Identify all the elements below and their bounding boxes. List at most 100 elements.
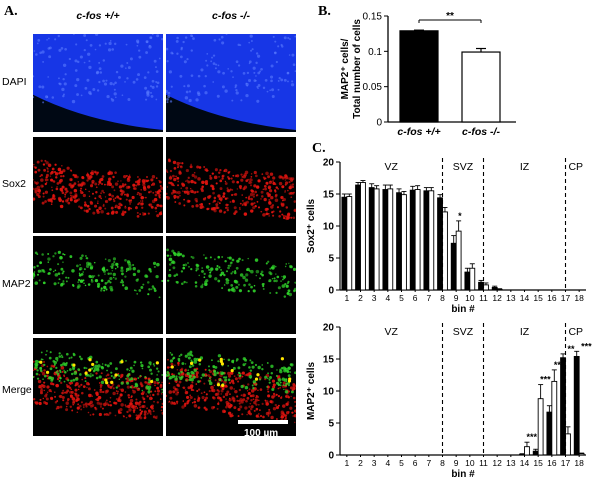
sox2-region-label: SVZ (453, 161, 474, 173)
sox2-bar (341, 196, 348, 291)
sox2-x-tick-label: 10 (465, 293, 475, 303)
sox2-bar (368, 187, 375, 291)
panel-b-label: B. (318, 4, 331, 19)
sox2-x-tick-label: 6 (413, 293, 418, 303)
bar-0 (399, 30, 439, 123)
y-axis-label-line: MAP2⁺ cells/ (340, 38, 351, 99)
map2-bar (560, 357, 566, 456)
sox2-x-tick-label: 11 (479, 293, 488, 303)
column-header-knockout: c-fos -/- (212, 10, 250, 22)
micrograph-map2-knockout (166, 236, 296, 334)
map2-x-tick-label: 10 (465, 458, 475, 468)
sox2-x-tick-label: 4 (385, 293, 390, 303)
map2-x-tick-label: 12 (492, 458, 502, 468)
sox2-x-tick-label: 7 (426, 293, 431, 303)
map2-y-tick-label: 0 (328, 451, 334, 462)
map2-region-label: SVZ (453, 326, 474, 338)
sox2-x-tick-label: 18 (574, 293, 584, 303)
map2-x-tick-label: 5 (399, 458, 404, 468)
sox2-x-tick-label: 8 (440, 293, 445, 303)
map2-region-label: IZ (520, 326, 530, 338)
sox2-bar (496, 288, 503, 291)
x-tick-label: c-fos -/- (462, 126, 500, 138)
sox2-bar (437, 197, 443, 291)
map2-significance-label: ** (554, 360, 562, 370)
scale-bar-label: 100 µm (244, 428, 279, 439)
sox2-y-tick-label: 10 (323, 222, 335, 233)
map2-x-tick-label: 6 (413, 458, 418, 468)
panel-c-label: C. (312, 141, 326, 156)
sox2-bar (469, 267, 476, 291)
sox2-x-axis-label: bin # (451, 304, 475, 315)
sox2-bar (373, 188, 380, 291)
y-axis-label: MAP2⁺ cells/Total number of cells (340, 19, 363, 119)
row-label-map2: MAP2 (2, 278, 31, 290)
sox2-bar (423, 190, 430, 291)
map2-bar (524, 446, 530, 456)
micrograph-dapi-wildtype (33, 34, 163, 132)
sox2-bar (387, 188, 394, 291)
map2-region-label: VZ (385, 326, 399, 338)
sox2-bar (491, 286, 498, 291)
scale-bar (238, 420, 288, 424)
sox2-bar (355, 184, 361, 291)
map2-significance-label: *** (527, 432, 538, 442)
micrograph-sox2-knockout (166, 137, 296, 233)
sox2-x-tick-label: 17 (561, 293, 571, 303)
sox2-bar (396, 192, 402, 291)
sox2-x-tick-label: 12 (492, 293, 502, 303)
sox2-x-tick-label: 9 (454, 293, 459, 303)
map2-x-tick-label: 7 (426, 458, 431, 468)
map2-significance-label: *** (581, 341, 592, 351)
row-label-sox2: Sox2 (2, 178, 26, 190)
map2-bar (532, 450, 539, 456)
sox2-x-tick-label: 15 (533, 293, 543, 303)
sox2-bar (360, 182, 366, 291)
micrograph-map2-wildtype (33, 236, 163, 334)
sox2-bar (346, 196, 353, 291)
sox2-x-tick-label: 13 (506, 293, 516, 303)
map2-x-tick-label: 17 (561, 458, 571, 468)
map2-y-tick-label: 15 (323, 355, 335, 366)
map2-x-tick-label: 3 (372, 458, 377, 468)
sox2-region-label: CP (568, 161, 583, 173)
map2-bar (537, 398, 544, 456)
y-tick-label: 0.1 (368, 47, 382, 58)
map2-bar (573, 355, 580, 456)
map2-x-tick-label: 16 (547, 458, 557, 468)
sox2-bar (455, 230, 462, 291)
sox2-x-tick-label: 3 (372, 293, 377, 303)
x-tick-label: c-fos +/+ (397, 126, 440, 138)
chart-b: 0 0.05 0.1 0.15 c-fos +/+ c-fos -/- ** MAP2⁺ ce… (340, 11, 516, 138)
sox2-bar (414, 189, 421, 291)
sox2-region-label: IZ (520, 161, 530, 173)
bar-1 (461, 51, 501, 123)
map2-region-label: CP (568, 326, 583, 338)
map2-bar (565, 433, 571, 456)
y-tick-label: 0.05 (363, 82, 383, 93)
micrograph-dapi-knockout (166, 34, 296, 132)
map2-y-tick-label: 5 (328, 419, 334, 430)
map2-bar (578, 453, 585, 456)
map2-x-tick-label: 15 (533, 458, 543, 468)
sox2-x-tick-label: 2 (358, 293, 363, 303)
micrograph-sox2-wildtype (33, 137, 163, 233)
sox2-region-label: VZ (385, 161, 399, 173)
sox2-x-tick-label: 5 (399, 293, 404, 303)
y-axis-label-line: Total number of cells (352, 19, 363, 119)
map2-bar (546, 411, 553, 456)
sox2-x-tick-label: 16 (547, 293, 557, 303)
sox2-significance-label: * (458, 211, 462, 221)
row-label-merge: Merge (2, 384, 32, 396)
sox2-bar (401, 194, 407, 291)
map2-bar (519, 453, 525, 456)
y-tick-label: 0 (376, 118, 382, 129)
map2-x-tick-label: 18 (574, 458, 584, 468)
map2-significance-label: ** (568, 344, 576, 354)
sox2-bar (409, 189, 416, 291)
map2-x-axis-label: bin # (451, 469, 475, 480)
sox2-bar (450, 242, 457, 291)
map2-x-tick-label: 2 (358, 458, 363, 468)
